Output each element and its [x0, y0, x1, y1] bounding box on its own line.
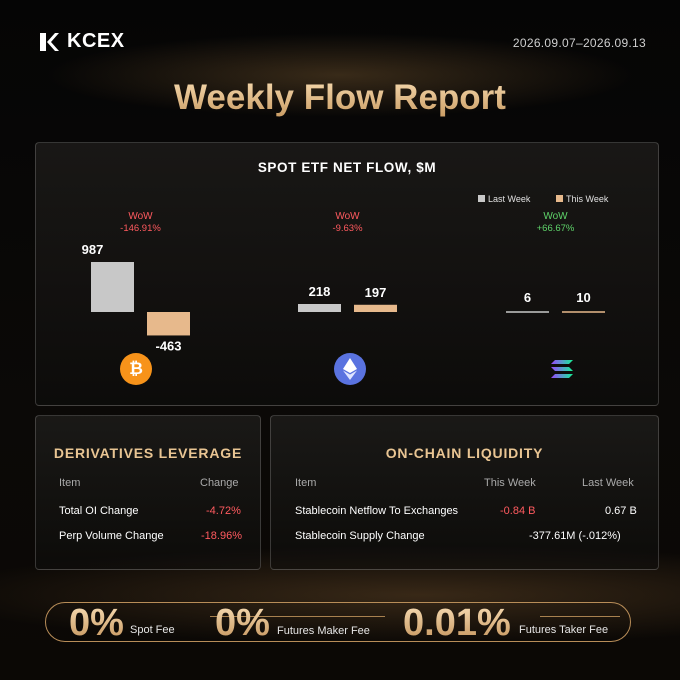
value-label-this-week-sol: 10 [576, 290, 590, 305]
header-item: Item [59, 477, 81, 489]
futures-taker-fee-label: Futures Taker Fee [519, 624, 609, 636]
onchain-title: ON-CHAIN LIQUIDITY [385, 445, 544, 461]
row-this-week-netflow: -0.84 B [500, 505, 536, 517]
page-title: Weekly Flow Report [0, 78, 680, 118]
bar-this-week-eth [354, 304, 397, 312]
row-value-supply: -377.61M (-.012%) [529, 530, 621, 542]
futures-maker-fee-label: Futures Maker Fee [277, 625, 370, 637]
solana-icon [546, 353, 578, 385]
row-item-supply: Stablecoin Supply Change [295, 530, 425, 542]
header-this-week: This Week [484, 477, 536, 489]
wow-value-btc: -146.91% [120, 223, 161, 234]
date-range: 2026.09.07–2026.09.13 [512, 36, 646, 50]
fee-divider [210, 616, 385, 617]
header-item: Item [295, 477, 317, 489]
brand-logo: KCEX [38, 30, 125, 53]
spot-fee-label: Spot Fee [130, 624, 175, 636]
legend-swatch-this-week [556, 195, 563, 202]
fee-divider [540, 616, 620, 617]
legend-swatch-last-week [478, 195, 485, 202]
futures-maker-fee-value: 0% [215, 602, 270, 644]
value-label-last-week-sol: 6 [524, 290, 531, 305]
row-last-week-netflow: 0.67 B [605, 505, 637, 517]
chart-legend: Last Week This Week [478, 194, 609, 204]
wow-label-btc: WoW [128, 211, 153, 222]
bar-this-week-btc [147, 312, 190, 336]
derivatives-title: DERIVATIVES LEVERAGE [53, 445, 243, 461]
value-label-this-week-btc: -463 [155, 338, 181, 353]
row-item-netflow: Stablecoin Netflow To Exchanges [295, 505, 459, 517]
ethereum-icon [334, 353, 366, 385]
bitcoin-icon: ₿ [120, 353, 152, 385]
kcex-logo-icon [40, 32, 59, 51]
wow-value-sol: +66.67% [537, 223, 575, 234]
value-label-this-week-eth: 197 [365, 285, 387, 300]
brand-name: KCEX [67, 30, 125, 52]
header-last-week: Last Week [582, 477, 634, 489]
spot-fee-value: 0% [69, 602, 124, 644]
legend-label-this-week: This Week [566, 194, 609, 204]
value-label-last-week-eth: 218 [309, 284, 331, 299]
row-item-perp-volume: Perp Volume Change [59, 530, 164, 542]
wow-label-sol: WoW [543, 211, 568, 222]
derivatives-leverage-panel: DERIVATIVES LEVERAGE Item Change Total O… [35, 415, 261, 570]
row-item-total-oi: Total OI Change [59, 505, 139, 517]
futures-taker-fee-value: 0.01% [403, 602, 511, 644]
row-change-total-oi: -4.72% [206, 505, 241, 517]
wow-label-eth: WoW [335, 211, 360, 222]
bar-last-week-btc [91, 262, 134, 312]
header-change: Change [200, 477, 239, 489]
legend-label-last-week: Last Week [488, 194, 531, 204]
wow-value-eth: -9.63% [332, 223, 363, 234]
on-chain-liquidity-panel: ON-CHAIN LIQUIDITY Item This Week Last W… [270, 415, 659, 570]
bar-last-week-eth [298, 304, 341, 312]
etf-panel-title: SPOT ETF NET FLOW, $M [257, 160, 437, 175]
row-change-perp-volume: -18.96% [201, 530, 242, 542]
etf-chart: Last Week This Week WoW-146.91%987-463Wo… [82, 194, 609, 353]
fee-bar [45, 602, 631, 642]
value-label-last-week-btc: 987 [82, 242, 104, 257]
etf-net-flow-panel: SPOT ETF NET FLOW, $M Last Week This Wee… [35, 142, 659, 406]
